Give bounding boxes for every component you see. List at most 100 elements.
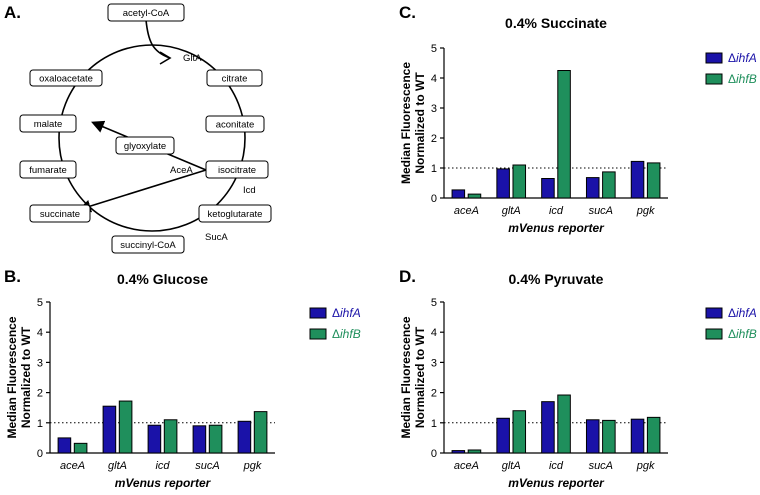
y-axis-label-line2: Normalized to WT bbox=[413, 72, 427, 174]
bar-ihfB-sucA bbox=[602, 419, 616, 454]
bar-ihfB-gltA bbox=[512, 410, 527, 454]
legend-swatch-ihfB bbox=[705, 328, 723, 340]
x-tick-label: gltA bbox=[502, 460, 521, 472]
legend-swatch-ihfA bbox=[309, 307, 327, 319]
x-axis-label: mVenus reporter bbox=[508, 221, 605, 235]
svg-text:aconitate: aconitate bbox=[216, 120, 255, 131]
y-axis-label-line1: Median Fluorescence bbox=[399, 316, 413, 438]
bar-ihfA-gltA bbox=[496, 417, 510, 454]
node-succinate: succinate bbox=[29, 204, 91, 223]
bar-ihfB-icd bbox=[557, 394, 571, 454]
bar-ihfA-aceA bbox=[451, 189, 466, 199]
chart-succinate: 0.4% Succinate 0 1 2 3 4 5 aceA gltA icd sucA pgk mV… bbox=[399, 15, 757, 235]
y-tick-label: 3 bbox=[431, 357, 437, 369]
node-glyoxylate: glyoxylate bbox=[115, 136, 175, 155]
chart-glucose: 0.4% Glucose 0 1 2 3 4 5 aceA gltA icd sucA pgk mVen… bbox=[5, 271, 361, 490]
y-axis-label-line1: Median Fluorescence bbox=[399, 62, 413, 184]
isocitrate-to-succinate-arrow bbox=[77, 169, 207, 213]
bar-ihfA-sucA bbox=[192, 425, 207, 454]
svg-text:acetyl-CoA: acetyl-CoA bbox=[123, 8, 170, 19]
y-axis-label-line2: Normalized to WT bbox=[413, 326, 427, 428]
panel-label-a: A. bbox=[4, 3, 21, 22]
bar-ihfB-aceA bbox=[467, 449, 482, 454]
x-tick-label: gltA bbox=[108, 460, 127, 472]
legend-label-ihfA: ΔihfA bbox=[728, 51, 757, 65]
node-succinylcoa: succinyl-CoA bbox=[111, 235, 185, 254]
tca-pathway-diagram: acetyl-CoA citrate aconitate isocitrate … bbox=[19, 3, 272, 254]
y-tick-label: 1 bbox=[431, 418, 437, 430]
bar-ihfB-pgk bbox=[253, 411, 268, 454]
bar-ihfB-aceA bbox=[467, 193, 482, 199]
svg-text:succinyl-CoA: succinyl-CoA bbox=[120, 240, 176, 251]
bar-ihfA-icd bbox=[541, 178, 555, 199]
bar-ihfA-gltA bbox=[102, 405, 117, 454]
svg-text:citrate: citrate bbox=[222, 74, 248, 85]
y-tick-label: 0 bbox=[37, 448, 43, 460]
bar-ihfA-aceA bbox=[451, 450, 466, 454]
bar-ihfB-aceA bbox=[73, 442, 88, 454]
bar-ihfB-pgk bbox=[646, 162, 661, 199]
y-tick-label: 1 bbox=[431, 163, 437, 175]
enzyme-label-suca: SucA bbox=[205, 232, 228, 243]
legend-swatch-ihfB bbox=[705, 73, 723, 85]
legend-label-ihfA: ΔihfA bbox=[728, 306, 757, 320]
bar-ihfB-icd bbox=[163, 419, 178, 454]
y-axis-label-line2: Normalized to WT bbox=[19, 326, 33, 428]
x-axis-label: mVenus reporter bbox=[508, 476, 605, 490]
bar-ihfA-sucA bbox=[585, 177, 600, 199]
bar-ihfB-pgk bbox=[646, 416, 661, 454]
node-fumarate: fumarate bbox=[19, 160, 77, 179]
panel-label-d: D. bbox=[399, 267, 416, 286]
y-tick-label: 5 bbox=[431, 43, 437, 55]
node-acetylcoa: acetyl-CoA bbox=[107, 3, 185, 22]
x-tick-label: sucA bbox=[195, 460, 219, 472]
bar-ihfA-icd bbox=[147, 424, 162, 454]
x-tick-label: sucA bbox=[589, 205, 613, 217]
y-tick-label: 2 bbox=[431, 388, 437, 400]
node-citrate: citrate bbox=[206, 69, 263, 87]
legend-label-ihfB: ΔihfB bbox=[728, 327, 757, 341]
legend-swatch-ihfA bbox=[705, 307, 723, 319]
x-tick-label: pgk bbox=[243, 460, 262, 472]
x-tick-label: icd bbox=[155, 460, 170, 472]
y-tick-label: 0 bbox=[431, 193, 437, 205]
y-tick-label: 5 bbox=[431, 297, 437, 309]
bar-ihfB-sucA bbox=[602, 171, 616, 199]
bar-ihfB-gltA bbox=[118, 400, 133, 454]
chart-title: 0.4% Glucose bbox=[117, 271, 208, 287]
y-tick-label: 3 bbox=[37, 357, 43, 369]
chart-title: 0.4% Succinate bbox=[505, 15, 607, 31]
bar-ihfA-aceA bbox=[57, 437, 72, 454]
x-tick-label: aceA bbox=[60, 460, 85, 472]
svg-text:oxaloacetate: oxaloacetate bbox=[39, 74, 93, 85]
x-tick-label: pgk bbox=[636, 205, 655, 217]
bar-ihfA-pgk bbox=[630, 418, 645, 454]
x-axis-label: mVenus reporter bbox=[115, 476, 212, 490]
y-tick-label: 5 bbox=[37, 297, 43, 309]
y-tick-label: 3 bbox=[431, 103, 437, 115]
bar-ihfA-pgk bbox=[237, 420, 252, 454]
x-tick-label: aceA bbox=[454, 460, 479, 472]
svg-text:isocitrate: isocitrate bbox=[218, 165, 256, 176]
bar-ihfB-gltA bbox=[512, 164, 527, 199]
bar-ihfA-gltA bbox=[496, 168, 510, 199]
x-tick-label: icd bbox=[549, 460, 564, 472]
legend-swatch-ihfB bbox=[309, 328, 327, 340]
legend-label-ihfB: ΔihfB bbox=[332, 327, 361, 341]
legend-label-ihfA: ΔihfA bbox=[332, 306, 361, 320]
x-tick-label: aceA bbox=[454, 205, 479, 217]
y-tick-label: 4 bbox=[431, 73, 437, 85]
bar-ihfA-icd bbox=[541, 401, 555, 454]
node-isocitrate: isocitrate bbox=[205, 160, 269, 179]
bar-ihfB-icd bbox=[557, 70, 571, 199]
x-tick-label: sucA bbox=[589, 460, 613, 472]
panel-label-c: C. bbox=[399, 3, 416, 22]
x-tick-label: gltA bbox=[502, 205, 521, 217]
x-tick-label: icd bbox=[549, 205, 564, 217]
node-aconitate: aconitate bbox=[205, 115, 265, 133]
svg-text:ketoglutarate: ketoglutarate bbox=[208, 209, 263, 220]
enzyme-label-acea: AceA bbox=[170, 165, 193, 176]
y-tick-label: 2 bbox=[431, 133, 437, 145]
svg-text:glyoxylate: glyoxylate bbox=[124, 141, 166, 152]
